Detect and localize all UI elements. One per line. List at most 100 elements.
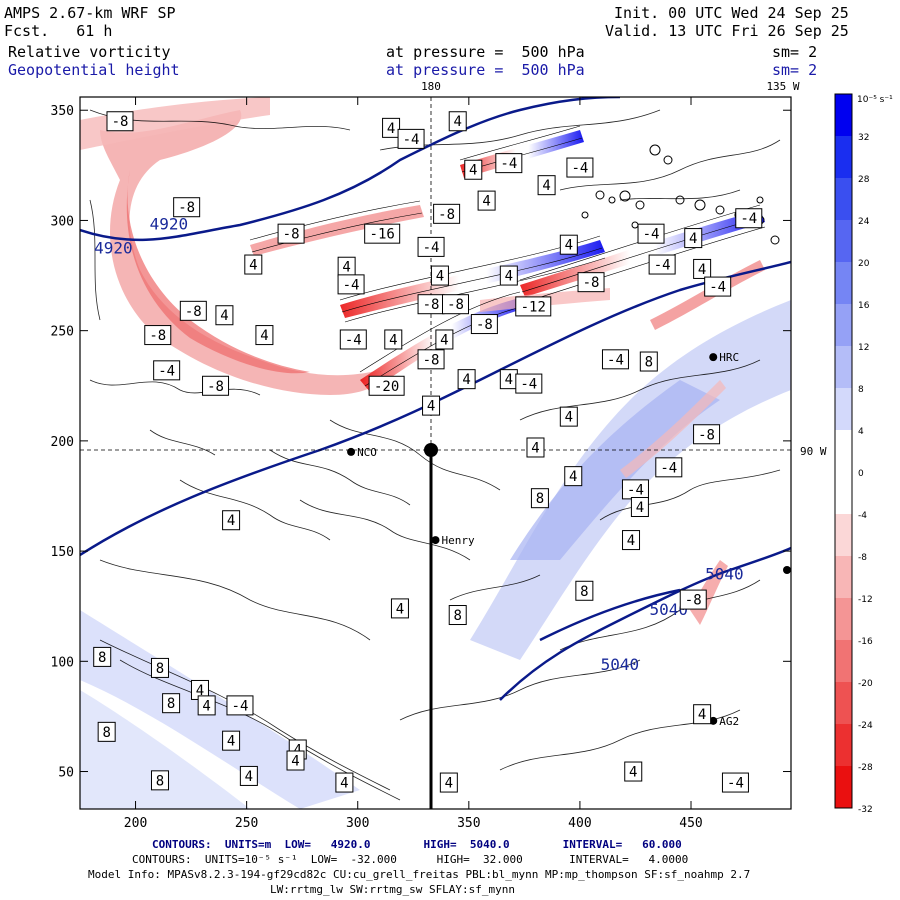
contour-label: -4 xyxy=(495,153,523,174)
svg-text:8: 8 xyxy=(645,355,653,371)
svg-text:4: 4 xyxy=(698,262,706,278)
contour-label: 4 xyxy=(499,265,518,286)
contour-label: -4 xyxy=(704,276,732,297)
contour-label: 4 xyxy=(430,265,449,286)
contour-label: -8 xyxy=(202,375,230,396)
y-tick-label: 50 xyxy=(58,766,74,781)
contour-label: -8 xyxy=(441,294,469,315)
svg-text:4: 4 xyxy=(220,308,228,324)
svg-text:4: 4 xyxy=(387,121,395,137)
contour-label: -8 xyxy=(470,314,498,335)
contour-label: -4 xyxy=(337,274,365,295)
contour-label: -4 xyxy=(655,457,683,478)
stations: NCO Henry HRC AG2 xyxy=(347,351,739,728)
colorbar-swatch xyxy=(835,682,852,725)
svg-text:-8: -8 xyxy=(149,328,166,344)
colorbar-swatch xyxy=(835,766,852,809)
svg-text:4: 4 xyxy=(389,332,397,348)
colorbar-label: -4 xyxy=(858,511,867,521)
contour-label: -4 xyxy=(637,223,665,244)
svg-text:4: 4 xyxy=(445,776,453,792)
svg-text:-4: -4 xyxy=(343,277,360,293)
contour-label: 4 xyxy=(622,530,641,551)
contour-label: 4 xyxy=(222,730,241,751)
contour-label: 4 xyxy=(255,325,274,346)
smoothing-height: sm= 2 xyxy=(772,61,818,79)
svg-text:8: 8 xyxy=(580,584,588,600)
contour-label: -4 xyxy=(601,349,629,370)
contour-label: 4 xyxy=(435,329,454,350)
svg-text:8: 8 xyxy=(156,661,164,677)
contour-label: 4 xyxy=(390,598,409,619)
svg-text:4: 4 xyxy=(629,765,637,781)
svg-text:4: 4 xyxy=(565,238,573,254)
colorbar-swatch xyxy=(835,94,852,137)
svg-text:-4: -4 xyxy=(520,377,537,393)
station-label: HRC xyxy=(719,351,739,364)
colorbar-swatch xyxy=(835,640,852,683)
colorbar-swatch xyxy=(835,430,852,473)
svg-text:4: 4 xyxy=(469,163,477,179)
svg-text:4: 4 xyxy=(260,328,268,344)
contour-label: 4 xyxy=(384,329,403,350)
svg-text:4: 4 xyxy=(291,754,299,770)
svg-text:-16: -16 xyxy=(370,227,395,243)
svg-text:-4: -4 xyxy=(403,132,420,148)
contour-label: 4 xyxy=(564,466,583,487)
colorbar-swatch xyxy=(835,262,852,305)
svg-text:8: 8 xyxy=(156,773,164,789)
svg-text:-8: -8 xyxy=(476,317,493,333)
contour-label: -8 xyxy=(417,294,445,315)
svg-text:4: 4 xyxy=(436,269,444,285)
contour-labels: -8 4-444 -44-4-8-8 -16-84-4 4-4 4-44 4-44 4 -8-4… xyxy=(93,111,763,793)
station-marker xyxy=(709,353,718,362)
model-info: Model Info: MPASv8.2.3-194-gf29cd82c CU:… xyxy=(88,868,751,881)
contour-label: 4 xyxy=(439,772,458,793)
height-label: 4920 xyxy=(94,239,133,258)
contour-label: 4 xyxy=(693,258,712,279)
y-tick-label: 200 xyxy=(51,435,74,450)
y-tick-label: 100 xyxy=(51,655,74,670)
svg-text:-4: -4 xyxy=(345,332,362,348)
colorbar-label: 12 xyxy=(858,343,869,353)
svg-text:4: 4 xyxy=(249,258,257,274)
contour-label: -8 xyxy=(417,349,445,370)
svg-text:4: 4 xyxy=(462,372,470,388)
contour-label: 8 xyxy=(93,646,112,667)
station-marker xyxy=(431,536,440,545)
svg-text:4: 4 xyxy=(531,440,539,456)
svg-text:-8: -8 xyxy=(423,352,440,368)
colorbar-unit: 10⁻⁵ s⁻¹ xyxy=(857,95,893,105)
colorbar-swatch xyxy=(835,136,852,179)
svg-text:4: 4 xyxy=(482,194,490,210)
contour-label: 4 xyxy=(215,305,234,326)
contour-label: -16 xyxy=(364,223,401,244)
pressure-height-label: at pressure = 500 hPa xyxy=(386,61,585,79)
height-label: 5040 xyxy=(601,655,640,674)
contour-label: 8 xyxy=(162,693,181,714)
axis-ticks: 200 250 300 350 400 450 50 100 150 200 250 300 350 xyxy=(51,97,791,831)
colorbar-swatch xyxy=(835,178,852,221)
lon-label-180: 180 xyxy=(421,80,441,93)
contour-label: 8 xyxy=(448,605,467,626)
svg-text:-8: -8 xyxy=(698,427,715,443)
contour-label: -4 xyxy=(621,479,649,500)
station-label: AG2 xyxy=(719,715,739,728)
colorbar-label: 20 xyxy=(858,259,870,269)
colorbar: 32 28 24 20 16 12 8 4 0 -4 -8 -12 -16 -20 -24 -28 -32 xyxy=(834,93,873,815)
svg-text:4: 4 xyxy=(505,372,513,388)
colorbar-swatch xyxy=(835,598,852,641)
contour-label: -4 xyxy=(339,329,367,350)
svg-text:-8: -8 xyxy=(583,275,600,291)
contour-label: 4 xyxy=(537,175,556,196)
contour-label: -4 xyxy=(397,128,425,149)
colorbar-swatch xyxy=(835,724,852,767)
svg-text:8: 8 xyxy=(167,696,175,712)
svg-text:-12: -12 xyxy=(521,299,546,315)
contour-label: -4 xyxy=(648,254,676,275)
station-marker xyxy=(347,447,356,456)
svg-text:4: 4 xyxy=(454,114,462,130)
colorbar-swatch xyxy=(835,556,852,599)
contour-label: -8 xyxy=(144,325,172,346)
svg-text:-4: -4 xyxy=(660,460,677,476)
